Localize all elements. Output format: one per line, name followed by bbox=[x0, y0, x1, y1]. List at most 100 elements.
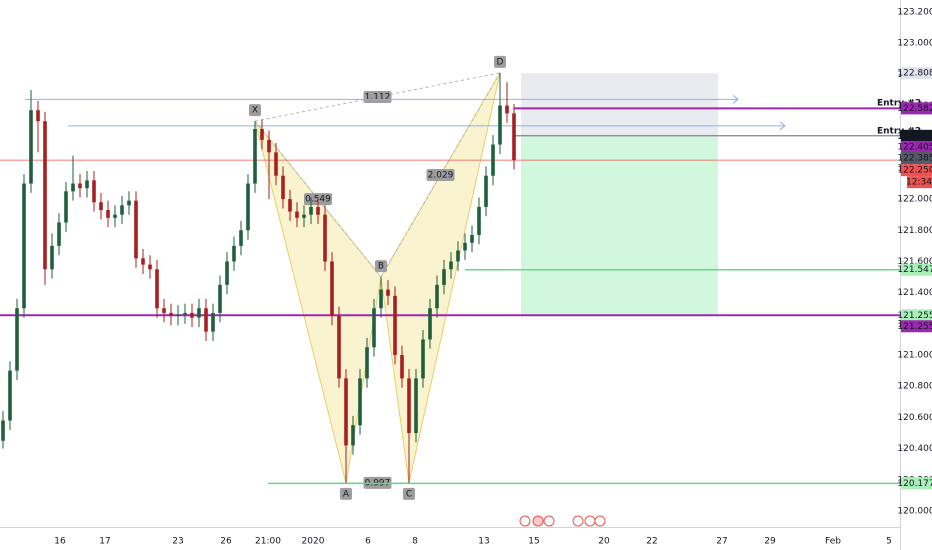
point-label: A bbox=[343, 489, 350, 499]
level-arrow bbox=[779, 121, 786, 131]
x-tick-label: 20 bbox=[598, 537, 610, 547]
price-tag bbox=[901, 309, 932, 322]
y-tick-label: 121.000 bbox=[897, 351, 932, 361]
price-tag-label: 122.406 bbox=[897, 131, 932, 141]
point-label: B bbox=[378, 262, 384, 272]
candle-body bbox=[449, 261, 453, 270]
candle-body bbox=[253, 128, 257, 184]
candle-body bbox=[106, 210, 110, 218]
candle-body bbox=[1, 420, 5, 441]
candle-body bbox=[169, 312, 173, 317]
y-tick-label: 122.000 bbox=[897, 195, 932, 205]
y-tick-label: 121.800 bbox=[897, 226, 932, 236]
candle-body bbox=[211, 312, 215, 332]
x-tick-label: 27 bbox=[716, 537, 727, 547]
candle-body bbox=[155, 269, 159, 309]
candle-body bbox=[29, 110, 33, 184]
price-tag bbox=[901, 102, 932, 115]
candle-body bbox=[218, 284, 222, 313]
candle-body bbox=[442, 269, 446, 285]
candle-body bbox=[225, 261, 229, 285]
candle-body bbox=[358, 378, 362, 426]
price-tag bbox=[901, 320, 932, 333]
price-tag bbox=[901, 263, 932, 276]
candle-body bbox=[141, 258, 145, 265]
price-tag bbox=[901, 477, 932, 490]
ratio-label: 2.029 bbox=[428, 170, 454, 180]
point-box bbox=[249, 104, 261, 117]
candle-body bbox=[148, 264, 152, 270]
price-tag-label: 121.255 bbox=[897, 311, 932, 321]
price-tag-label: 121.255 bbox=[897, 322, 932, 332]
candle-body bbox=[113, 214, 117, 218]
point-box bbox=[494, 55, 506, 68]
candle-body bbox=[407, 378, 411, 433]
x-tick-label: 26 bbox=[220, 537, 232, 547]
countdown-label: 12:34 bbox=[906, 178, 932, 188]
x-tick-label: 13 bbox=[478, 537, 489, 547]
point-box bbox=[375, 260, 387, 273]
candle-body bbox=[85, 180, 89, 189]
stop-zone bbox=[521, 73, 718, 136]
candle-body bbox=[43, 121, 47, 270]
candle-body bbox=[15, 308, 19, 371]
point-label: C bbox=[406, 489, 412, 499]
candle-body bbox=[274, 152, 278, 176]
point-box bbox=[403, 487, 415, 500]
event-icons bbox=[519, 515, 606, 527]
price-tag bbox=[901, 164, 932, 177]
candle-body bbox=[365, 347, 369, 379]
candle-body bbox=[57, 222, 61, 246]
x-tick-label: 22 bbox=[646, 537, 657, 547]
candle-body bbox=[260, 128, 264, 140]
candle-body bbox=[428, 308, 432, 340]
candle-body bbox=[456, 250, 460, 262]
event-icon bbox=[594, 515, 606, 527]
candle-body bbox=[379, 289, 383, 309]
candle-body bbox=[246, 183, 250, 231]
x-tick-label: 17 bbox=[99, 537, 110, 547]
y-tick-label: 121.600 bbox=[897, 257, 932, 267]
candle-body bbox=[421, 339, 425, 379]
price-tag bbox=[901, 152, 932, 165]
candle-body bbox=[197, 308, 201, 318]
candle-body bbox=[351, 425, 355, 446]
candle-body bbox=[64, 191, 68, 223]
event-icon bbox=[532, 515, 544, 527]
point-box bbox=[340, 487, 352, 500]
candle-body bbox=[176, 314, 180, 317]
y-tick-label: 120.400 bbox=[897, 444, 932, 454]
candle-body bbox=[400, 355, 404, 379]
candle-body bbox=[99, 202, 103, 211]
x-tick-label: 15 bbox=[528, 537, 539, 547]
candle-body bbox=[162, 308, 166, 313]
x-tick-label: 6 bbox=[365, 537, 371, 547]
y-tick-label: 120.800 bbox=[897, 382, 932, 392]
candle-body bbox=[281, 175, 285, 200]
event-icon bbox=[519, 515, 531, 527]
candle-body bbox=[323, 214, 327, 262]
candle-body bbox=[134, 200, 138, 259]
x-tick-label: Feb bbox=[825, 537, 841, 547]
candle-body bbox=[22, 183, 26, 309]
candle-body bbox=[498, 105, 502, 145]
candle-body bbox=[120, 205, 124, 215]
candle-body bbox=[512, 113, 516, 161]
candle-body bbox=[484, 175, 488, 207]
candle-body bbox=[316, 206, 320, 215]
event-icon bbox=[543, 515, 555, 527]
y-tick-label: 120.000 bbox=[897, 506, 932, 516]
y-tick-label: 121.400 bbox=[897, 288, 932, 298]
candle-body bbox=[50, 245, 54, 270]
candle-body bbox=[232, 245, 236, 262]
price-tag-label: 122.385 bbox=[897, 154, 932, 164]
x-tick-label: 23 bbox=[172, 537, 183, 547]
price-tag bbox=[901, 129, 932, 142]
x-tick-label: 2020 bbox=[302, 537, 325, 547]
candle-body bbox=[309, 206, 313, 215]
countdown-tag bbox=[907, 176, 932, 189]
candle-body bbox=[92, 180, 96, 203]
y-tick-label: 120.600 bbox=[897, 413, 932, 423]
candle-body bbox=[491, 144, 495, 176]
